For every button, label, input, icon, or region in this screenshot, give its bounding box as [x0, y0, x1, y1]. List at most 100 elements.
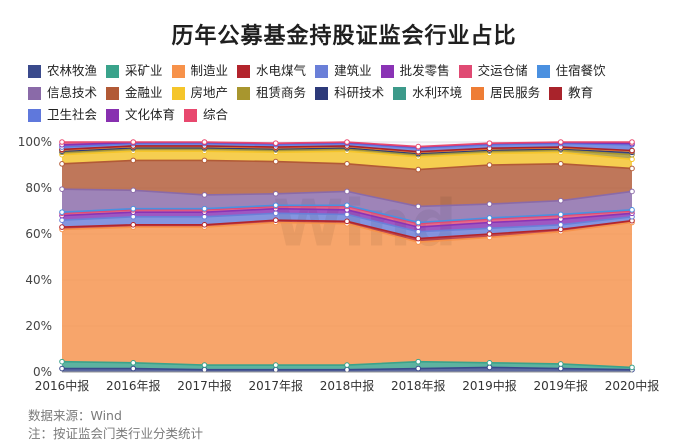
data-point-住宿餐饮: [201, 205, 208, 212]
legend-item[interactable]: 综合: [184, 104, 228, 126]
data-point-住宿餐饮: [59, 209, 65, 215]
data-point-建筑业: [130, 213, 137, 220]
data-point-水电煤气: [201, 222, 208, 228]
legend-item[interactable]: 制造业: [171, 60, 229, 82]
data-point-信息技术: [344, 188, 350, 195]
data-point-水电煤气: [415, 235, 422, 242]
legend-item[interactable]: 居民服务: [471, 82, 540, 104]
data-point-信息技术: [59, 186, 65, 192]
legend-item[interactable]: 建筑业: [315, 60, 372, 82]
legend-swatch: [106, 64, 120, 78]
legend-label: 教育: [568, 85, 594, 100]
data-point-综合: [415, 143, 422, 150]
legend-item[interactable]: 教育: [549, 82, 593, 104]
area-制造业: [62, 222, 632, 368]
legend-item[interactable]: 采矿业: [106, 60, 163, 82]
data-point-水电煤气: [130, 222, 137, 228]
data-point-金融业: [201, 157, 208, 164]
data-point-综合: [272, 140, 279, 146]
legend-label: 文化体育: [125, 107, 176, 122]
data-point-信息技术: [486, 201, 493, 207]
legend-swatch: [171, 64, 185, 78]
legend-swatch: [549, 86, 563, 100]
legend-item[interactable]: 科研技术: [315, 82, 384, 104]
data-point-金融业: [486, 162, 493, 168]
legend-item[interactable]: 租赁商务: [237, 82, 306, 104]
data-point-综合: [557, 139, 564, 145]
legend-item[interactable]: 批发零售: [380, 60, 450, 82]
data-point-金融业: [415, 166, 422, 173]
data-point-住宿餐饮: [344, 202, 350, 209]
data-point-金融业: [344, 161, 350, 167]
legend-label: 制造业: [190, 63, 229, 78]
legend-label: 水电煤气: [256, 63, 307, 78]
classification-note: 注：按证监会门类行业分类统计: [28, 426, 204, 441]
legend-item[interactable]: 住宿餐饮: [536, 60, 606, 82]
legend-item[interactable]: 金融业: [106, 82, 163, 104]
data-point-金融业: [59, 161, 65, 167]
legend-item[interactable]: 农林牧渔: [28, 60, 97, 82]
data-point-住宿餐饮: [272, 202, 279, 209]
data-point-采矿业: [272, 362, 279, 368]
data-point-采矿业: [486, 360, 493, 366]
legend-item[interactable]: 文化体育: [106, 104, 175, 126]
x-tick-label: 2019年报: [533, 378, 588, 393]
data-point-信息技术: [629, 188, 635, 195]
legend-swatch: [471, 86, 485, 100]
data-point-金融业: [272, 158, 279, 165]
legend-item[interactable]: 房地产: [171, 82, 229, 104]
data-point-农林牧渔: [486, 364, 493, 371]
data-point-综合: [201, 139, 208, 145]
legend-item[interactable]: 水利环境: [393, 82, 462, 104]
data-point-房地产: [629, 156, 635, 163]
data-point-采矿业: [557, 361, 564, 367]
data-point-信息技术: [272, 190, 279, 197]
legend-label: 批发零售: [399, 63, 450, 78]
legend-swatch: [380, 64, 394, 78]
data-point-信息技术: [130, 187, 137, 194]
data-point-住宿餐饮: [486, 215, 493, 221]
y-tick-label: 20%: [25, 319, 52, 333]
data-point-水电煤气: [557, 226, 564, 233]
source-notes: 数据来源：Wind 注：按证监会门类行业分类统计: [28, 407, 203, 443]
y-tick-label: 0%: [33, 365, 52, 379]
legend-swatch: [458, 64, 472, 78]
data-point-农林牧渔: [557, 365, 564, 372]
legend-item[interactable]: 交运仓储: [458, 60, 528, 82]
data-point-教育: [629, 147, 635, 154]
data-point-农林牧渔: [272, 366, 279, 373]
data-point-综合: [130, 139, 137, 145]
x-tick-label: 2019中报: [462, 378, 517, 393]
data-point-采矿业: [415, 358, 422, 365]
stacked-area-plot: 0% 20% 40% 60% 80% 100% Wind 2016中报 2016年报 2017中报…: [18, 135, 660, 393]
data-point-水电煤气: [344, 218, 350, 225]
data-point-农林牧渔: [130, 365, 137, 372]
data-point-信息技术: [557, 197, 564, 204]
x-tick-label: 2016年报: [106, 378, 161, 393]
chart-title: 历年公募基金持股证监会行业占比: [171, 24, 517, 49]
x-tick-label: 2016中报: [35, 378, 90, 393]
data-point-采矿业: [59, 358, 65, 365]
x-tick-label: 2018年报: [391, 378, 446, 393]
data-point-金融业: [629, 165, 635, 172]
legend-label: 采矿业: [125, 63, 163, 78]
x-tick-label: 2018中报: [320, 378, 375, 393]
legend-item[interactable]: 水电煤气: [237, 60, 306, 82]
legend-swatch: [184, 108, 198, 122]
legend-label: 房地产: [190, 85, 229, 100]
legend-swatch: [237, 64, 251, 78]
legend-label: 交运仓储: [477, 63, 528, 78]
data-point-采矿业: [629, 364, 635, 371]
data-point-住宿餐饮: [557, 211, 564, 218]
legend-swatch: [106, 108, 120, 122]
legend-item[interactable]: 卫生社会: [28, 104, 97, 126]
data-point-水电煤气: [486, 231, 493, 237]
legend-label: 卫生社会: [47, 107, 98, 122]
legend-swatch: [315, 64, 329, 78]
data-point-农林牧渔: [415, 365, 422, 372]
legend-item[interactable]: 信息技术: [28, 82, 97, 104]
data-point-综合: [629, 139, 635, 145]
legend-swatch: [28, 108, 41, 122]
data-point-农林牧渔: [344, 366, 350, 373]
data-point-水电煤气: [59, 224, 65, 230]
